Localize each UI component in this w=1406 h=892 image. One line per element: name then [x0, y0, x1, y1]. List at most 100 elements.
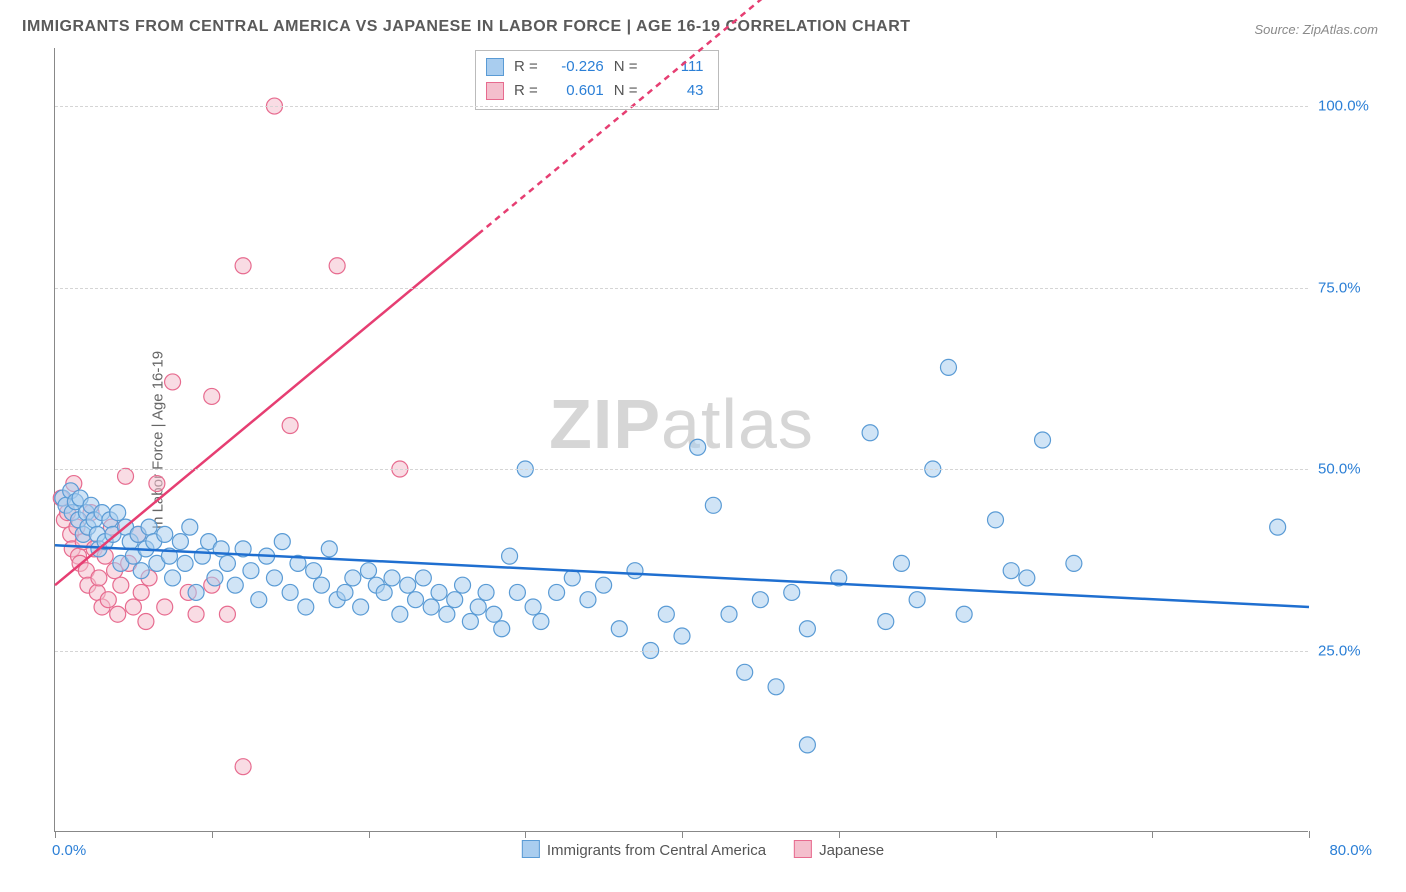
- data-point: [313, 577, 329, 593]
- x-tick: [839, 831, 840, 838]
- data-point: [737, 664, 753, 680]
- trend-line: [55, 545, 1309, 607]
- legend-swatch-2: [794, 840, 812, 858]
- data-point: [204, 388, 220, 404]
- data-point: [298, 599, 314, 615]
- data-point: [165, 570, 181, 586]
- data-point: [91, 570, 107, 586]
- data-point: [439, 606, 455, 622]
- data-point: [207, 570, 223, 586]
- x-tick: [369, 831, 370, 838]
- data-point: [345, 570, 361, 586]
- legend-label-2: Japanese: [819, 842, 884, 859]
- data-point: [157, 599, 173, 615]
- data-point: [282, 417, 298, 433]
- x-tick: [996, 831, 997, 838]
- x-tick: [212, 831, 213, 838]
- data-point: [611, 621, 627, 637]
- data-point: [878, 613, 894, 629]
- data-point: [321, 541, 337, 557]
- bottom-legend: Immigrants from Central America Japanese: [522, 840, 884, 859]
- data-point: [549, 584, 565, 600]
- data-point: [415, 570, 431, 586]
- data-point: [674, 628, 690, 644]
- data-point: [243, 563, 259, 579]
- plot-area: In Labor Force | Age 16-19 ZIPatlas R = …: [54, 48, 1308, 832]
- data-point: [165, 374, 181, 390]
- data-point: [658, 606, 674, 622]
- x-tick: [1309, 831, 1310, 838]
- data-point: [141, 519, 157, 535]
- data-point: [705, 497, 721, 513]
- data-point: [194, 548, 210, 564]
- data-point: [478, 584, 494, 600]
- data-point: [486, 606, 502, 622]
- data-point: [353, 599, 369, 615]
- gridline-h: [55, 469, 1308, 470]
- y-tick-label: 100.0%: [1318, 98, 1378, 115]
- data-point: [940, 359, 956, 375]
- legend-swatch-1: [522, 840, 540, 858]
- data-point: [219, 606, 235, 622]
- data-point: [219, 555, 235, 571]
- legend-label-1: Immigrants from Central America: [547, 842, 766, 859]
- data-point: [110, 606, 126, 622]
- data-point: [525, 599, 541, 615]
- data-point: [799, 621, 815, 637]
- x-tick: [525, 831, 526, 838]
- data-point: [118, 468, 134, 484]
- data-point: [337, 584, 353, 600]
- data-point: [274, 534, 290, 550]
- data-point: [149, 476, 165, 492]
- data-point: [235, 759, 251, 775]
- data-point: [282, 584, 298, 600]
- data-point: [251, 592, 267, 608]
- data-point: [266, 570, 282, 586]
- gridline-h: [55, 288, 1308, 289]
- data-point: [361, 563, 377, 579]
- data-point: [893, 555, 909, 571]
- data-point: [423, 599, 439, 615]
- data-point: [329, 258, 345, 274]
- data-point: [533, 613, 549, 629]
- y-tick-label: 25.0%: [1318, 642, 1378, 659]
- data-point: [470, 599, 486, 615]
- x-tick-last: 80.0%: [1329, 842, 1372, 859]
- source-label: Source: ZipAtlas.com: [1254, 22, 1378, 37]
- data-point: [690, 439, 706, 455]
- chart-svg: [55, 48, 1308, 831]
- data-point: [502, 548, 518, 564]
- data-point: [564, 570, 580, 586]
- chart-title: IMMIGRANTS FROM CENTRAL AMERICA VS JAPAN…: [22, 18, 911, 36]
- data-point: [392, 606, 408, 622]
- data-point: [721, 606, 737, 622]
- data-point: [172, 534, 188, 550]
- data-point: [752, 592, 768, 608]
- data-point: [1019, 570, 1035, 586]
- y-tick-label: 50.0%: [1318, 461, 1378, 478]
- data-point: [400, 577, 416, 593]
- data-point: [188, 584, 204, 600]
- data-point: [455, 577, 471, 593]
- data-point: [909, 592, 925, 608]
- data-point: [177, 555, 193, 571]
- data-point: [494, 621, 510, 637]
- x-tick: [1152, 831, 1153, 838]
- data-point: [125, 599, 141, 615]
- data-point: [431, 584, 447, 600]
- data-point: [1066, 555, 1082, 571]
- data-point: [306, 563, 322, 579]
- data-point: [799, 737, 815, 753]
- data-point: [509, 584, 525, 600]
- data-point: [235, 258, 251, 274]
- data-point: [157, 526, 173, 542]
- data-point: [188, 606, 204, 622]
- gridline-h: [55, 106, 1308, 107]
- y-tick-label: 75.0%: [1318, 279, 1378, 296]
- data-point: [376, 584, 392, 600]
- data-point: [182, 519, 198, 535]
- data-point: [133, 584, 149, 600]
- data-point: [768, 679, 784, 695]
- data-point: [447, 592, 463, 608]
- data-point: [133, 563, 149, 579]
